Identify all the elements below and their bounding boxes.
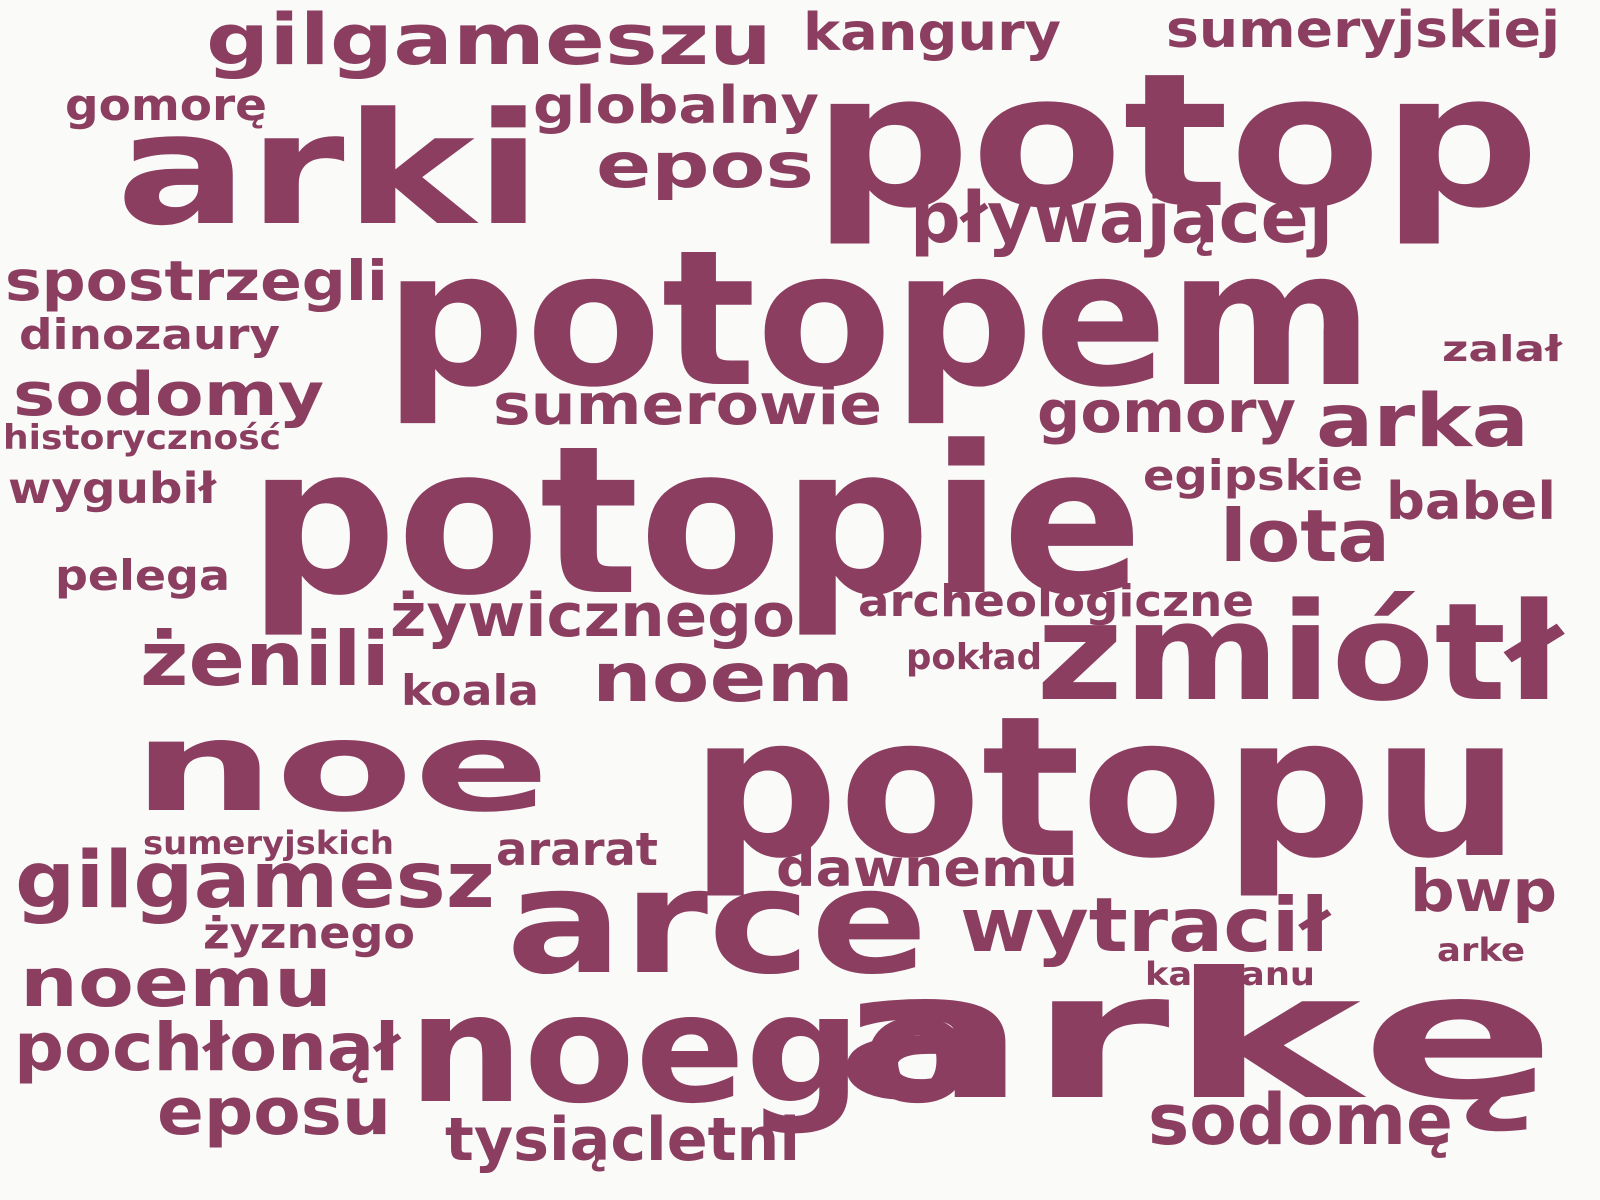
word-noem: noem	[592, 639, 854, 718]
word-gomore: gomorę	[65, 80, 267, 131]
word-historycznosc: historyczność	[3, 418, 281, 458]
word-dinozaury: dinozaury	[19, 310, 280, 359]
word-sumeryjskiej: sumeryjskiej	[1166, 1, 1560, 60]
word-potopu: potopu	[690, 674, 1520, 901]
word-arke-ogonek: arkę	[834, 936, 1556, 1139]
word-arce: arce	[506, 838, 928, 1007]
word-gomory: gomory	[1037, 378, 1296, 446]
word-sumerowie: sumerowie	[493, 373, 882, 438]
word-epos: epos	[596, 129, 814, 202]
word-gilgamesz: gilgamesz	[15, 836, 496, 926]
word-zalal: zalał	[1442, 329, 1562, 370]
word-dawnemu: dawnemu	[776, 839, 1078, 899]
word-eposu: eposu	[157, 1075, 391, 1150]
word-noe: noe	[132, 695, 550, 840]
word-arke: arke	[1437, 931, 1525, 969]
word-poklad: pokład	[906, 637, 1042, 678]
word-gilgameszu: gilgameszu	[206, 0, 772, 81]
word-sumeryjskich: sumeryjskich	[143, 824, 394, 862]
word-sodomy: sodomy	[13, 360, 324, 430]
word-arki: arki	[116, 79, 542, 260]
word-zenili: żenili	[140, 615, 390, 703]
word-babel: babel	[1386, 472, 1556, 532]
word-noemu: noemu	[20, 944, 332, 1023]
word-kangury: kangury	[803, 3, 1061, 63]
word-sodome: sodomę	[1148, 1079, 1453, 1161]
word-zywicznego: żywicznego	[390, 581, 795, 651]
word-arka: arka	[1316, 379, 1529, 464]
word-zmiotl: zmiótł	[1036, 574, 1562, 731]
word-zyznego: żyznego	[203, 908, 415, 959]
word-pochlonal: pochłonął	[14, 1009, 400, 1086]
word-potopem: potopem	[384, 210, 1374, 429]
word-ararat: ararat	[496, 823, 658, 876]
word-globalny: globalny	[533, 76, 819, 136]
word-plywajacej: pływającej	[910, 177, 1333, 259]
word-bwp: bwp	[1410, 857, 1557, 925]
word-kanaanu: kanaanu	[1145, 955, 1315, 993]
word-wytracil: wytracił	[960, 881, 1330, 969]
word-pelega: pelega	[55, 551, 230, 600]
word-archeologiczne: archeologiczne	[858, 576, 1254, 627]
word-tysiacletni: tysiącletni	[445, 1105, 800, 1175]
word-spostrzegli: spostrzegli	[5, 249, 388, 313]
word-koala: koala	[401, 666, 539, 715]
word-wygubil: wygubił	[8, 464, 216, 514]
word-noego: noego	[408, 963, 973, 1137]
word-potopie: potopie	[248, 403, 1143, 641]
word-egipskie: egipskie	[1143, 451, 1363, 500]
word-lota: lota	[1220, 494, 1390, 578]
word-potop: potop	[812, 33, 1540, 249]
